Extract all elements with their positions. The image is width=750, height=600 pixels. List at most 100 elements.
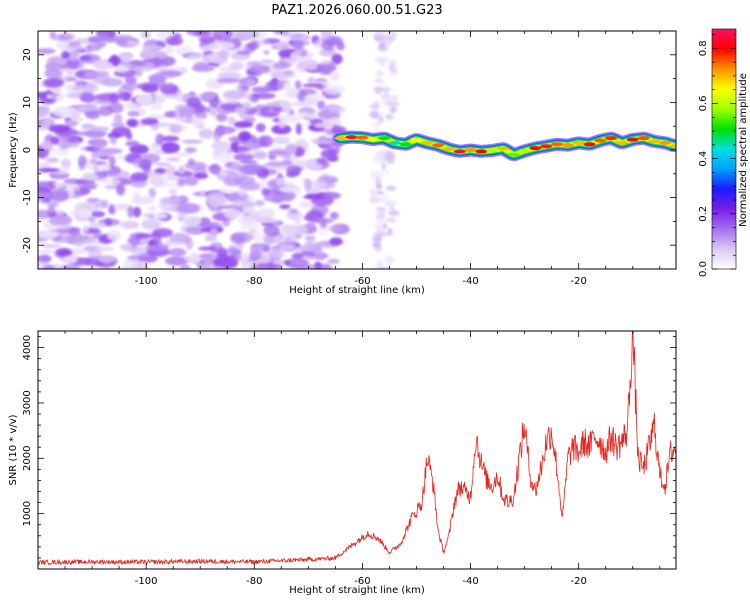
noise-blob <box>185 226 203 234</box>
snr-frame <box>37 330 677 570</box>
noise-blob <box>249 64 270 74</box>
noise-blob <box>320 192 342 200</box>
signal-ridge-point <box>486 148 499 153</box>
noise-blob <box>97 255 116 264</box>
snr-y-label: SNR (10 * v/v) <box>8 414 19 485</box>
noise-blob <box>382 195 389 199</box>
noise-blob <box>287 235 297 246</box>
noise-blob <box>198 92 217 102</box>
noise-blob <box>178 107 197 116</box>
noise-blob <box>38 230 59 239</box>
noise-blob <box>383 88 388 97</box>
noise-blob <box>211 140 231 152</box>
noise-blob <box>317 263 333 269</box>
noise-blob <box>166 157 181 162</box>
signal-ridge-point <box>475 149 488 154</box>
noise-blob <box>130 246 151 255</box>
noise-blob <box>42 197 52 203</box>
noise-blob <box>43 78 65 88</box>
noise-blob <box>64 83 75 92</box>
noise-blob <box>279 204 291 210</box>
noise-blob <box>179 263 191 269</box>
noise-blob <box>251 243 270 250</box>
noise-blob <box>261 188 271 196</box>
noise-blob <box>147 93 166 105</box>
noise-blob <box>390 95 399 100</box>
noise-blob <box>175 96 186 102</box>
noise-blob <box>85 44 92 54</box>
spectrogram-x-tick-label: -60 <box>354 276 370 287</box>
spectrogram-y-tick-label: -10 <box>22 189 33 205</box>
noise-blob <box>98 151 113 156</box>
noise-blob <box>375 215 387 224</box>
noise-blob <box>289 224 309 235</box>
noise-blob <box>123 101 138 110</box>
noise-blob <box>383 42 391 47</box>
noise-blob <box>152 228 174 238</box>
noise-blob <box>125 140 140 147</box>
noise-blob <box>95 160 108 166</box>
noise-blob <box>182 216 202 226</box>
colorbar-ticks: 0.0 0.2 0.4 0.6 0.8 <box>698 34 736 277</box>
noise-blob <box>311 218 335 224</box>
noise-blob <box>218 188 235 194</box>
noise-blob <box>138 159 152 170</box>
noise-blob <box>151 212 169 219</box>
noise-blob <box>331 53 343 65</box>
noise-blob <box>148 103 163 111</box>
noise-blob <box>120 53 133 61</box>
noise-blob <box>123 258 143 267</box>
signal-ridge-point <box>378 136 391 141</box>
noise-blob <box>66 234 91 243</box>
noise-blob <box>215 124 226 137</box>
noise-blob <box>303 194 320 200</box>
noise-blob <box>302 83 324 88</box>
spectrogram-x-tick-label: -100 <box>135 276 158 287</box>
noise-blob <box>371 224 381 228</box>
noise-blob <box>139 49 157 60</box>
noise-blob <box>233 153 255 162</box>
noise-blob <box>239 181 260 191</box>
noise-blob <box>385 152 394 161</box>
snr-y-tick-label: 4000 <box>22 335 33 360</box>
noise-blob <box>66 44 85 53</box>
noise-blob <box>329 71 341 81</box>
noise-blob <box>159 70 183 77</box>
noise-blob <box>388 210 400 217</box>
noise-blob <box>223 128 231 134</box>
noise-blob <box>281 159 293 166</box>
noise-blob <box>111 126 131 137</box>
noise-blob <box>181 139 204 144</box>
noise-blob <box>166 175 180 181</box>
noise-blob <box>233 200 245 206</box>
noise-blob <box>60 158 72 169</box>
noise-blob <box>60 51 71 60</box>
noise-blob <box>75 209 91 218</box>
noise-blob <box>313 179 327 189</box>
noise-blob <box>209 163 221 175</box>
noise-blob <box>259 59 275 65</box>
colorbar-tick-label: 0.4 <box>698 151 709 167</box>
noise-blob <box>289 208 298 214</box>
noise-blob <box>376 183 383 189</box>
noise-blob <box>254 200 265 207</box>
noise-blob <box>327 224 343 232</box>
noise-blob <box>376 79 385 85</box>
noise-blob <box>98 165 112 172</box>
noise-blob <box>229 61 244 70</box>
noise-blob <box>94 246 115 251</box>
noise-blob <box>256 218 279 224</box>
noise-blob <box>252 92 276 100</box>
noise-blob <box>104 184 120 190</box>
noise-blob <box>141 218 162 230</box>
noise-blob <box>244 78 256 87</box>
noise-blob <box>176 202 201 214</box>
noise-blob <box>154 162 171 167</box>
signal-ridge-point <box>670 144 676 149</box>
noise-blob <box>82 225 90 233</box>
noise-blob <box>317 100 326 110</box>
noise-blob <box>273 61 291 70</box>
noise-blob <box>186 53 210 62</box>
noise-blob <box>323 84 346 96</box>
noise-blob <box>281 103 291 113</box>
